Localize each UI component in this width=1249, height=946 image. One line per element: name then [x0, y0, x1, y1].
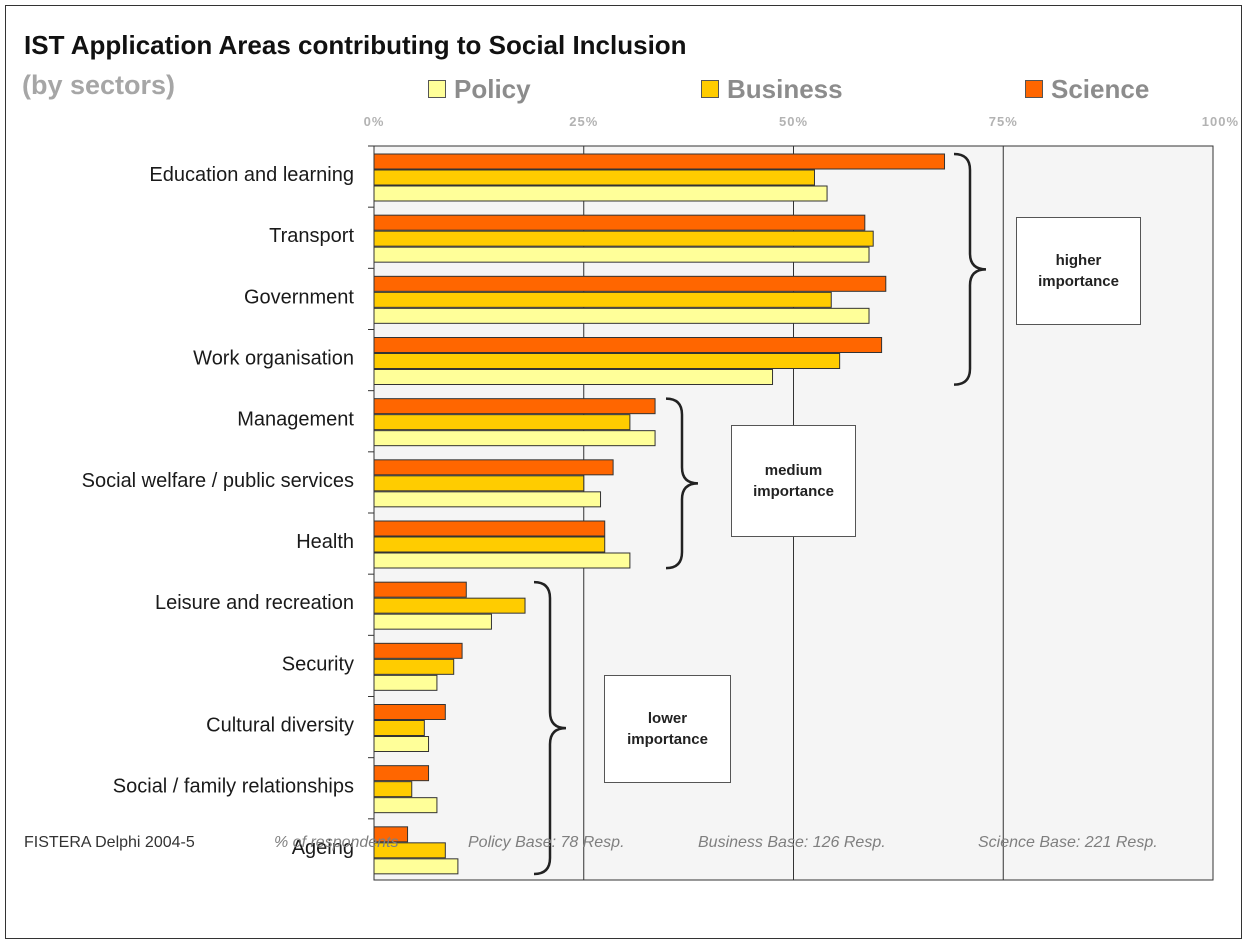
- footer-policy-base: Policy Base: 78 Resp.: [468, 834, 625, 851]
- x-tick-label-50: 50%: [779, 114, 808, 129]
- bar-science-transport: [373, 214, 866, 231]
- category-label-management: Management: [237, 409, 354, 431]
- bar-business-cultural-diversity: [373, 720, 425, 736]
- chart-title: IST Application Areas contributing to So…: [24, 30, 687, 60]
- category-label-education-and-learning: Education and learning: [149, 164, 354, 186]
- bar-science-health: [373, 520, 606, 537]
- bar-policy-education-and-learning: [373, 185, 828, 202]
- bar-business-health: [373, 536, 606, 553]
- legend-swatch-policy: [428, 80, 446, 98]
- footer-source: FISTERA Delphi 2004-5: [24, 834, 195, 851]
- legend-label-business: Business: [727, 73, 843, 104]
- chart-subtitle: (by sectors): [22, 70, 176, 100]
- bar-policy-ageing: [373, 858, 459, 875]
- bar-policy-management: [373, 430, 656, 447]
- footer-science-base: Science Base: 221 Resp.: [978, 834, 1158, 851]
- annotation-medium-importance: medium importance: [731, 425, 856, 537]
- legend-swatch-business: [701, 80, 719, 98]
- legend-item-science: Science: [1025, 73, 1149, 105]
- legend-swatch-science: [1025, 80, 1043, 98]
- bar-policy-government: [373, 307, 870, 324]
- bar-science-ageing: [373, 826, 409, 843]
- bar-business-work-organisation: [373, 353, 841, 369]
- bar-science-cultural-diversity: [373, 704, 446, 720]
- brace-lower-importance: [533, 580, 567, 876]
- bar-business-ageing: [373, 842, 446, 859]
- bar-business-transport: [373, 230, 874, 247]
- category-label-cultural-diversity: Cultural diversity: [206, 715, 354, 737]
- annotation-higher-line2: importance: [1038, 273, 1119, 290]
- annotation-higher-line1: higher: [1055, 252, 1102, 269]
- bar-science-social-welfare-public-services: [373, 459, 614, 476]
- annotation-medium-line2: importance: [753, 483, 834, 500]
- x-tick-label-100: 100%: [1202, 114, 1239, 129]
- bar-business-government: [373, 291, 832, 308]
- annotation-medium-line1: medium: [764, 462, 823, 479]
- bar-policy-work-organisation: [373, 369, 774, 385]
- bar-policy-social-family-relationships: [373, 797, 438, 814]
- bar-policy-cultural-diversity: [373, 736, 430, 752]
- annotation-lower-line1: lower: [647, 710, 688, 727]
- bar-science-government: [373, 275, 887, 292]
- footer-business-base: Business Base: 126 Resp.: [698, 834, 886, 851]
- category-label-social-family-relationships: Social / family relationships: [113, 776, 354, 798]
- bar-science-work-organisation: [373, 337, 883, 353]
- category-label-social-welfare-public-services: Social welfare / public services: [82, 470, 354, 492]
- legend-label-policy: Policy: [454, 73, 531, 104]
- brace-higher-importance: [953, 152, 987, 386]
- brace-medium-importance: [665, 397, 699, 570]
- legend-item-business: Business: [701, 73, 843, 105]
- bar-science-social-family-relationships: [373, 765, 430, 782]
- category-label-government: Government: [244, 286, 354, 308]
- bar-business-social-welfare-public-services: [373, 475, 585, 492]
- x-tick-label-75: 75%: [989, 114, 1018, 129]
- category-label-health: Health: [296, 531, 354, 553]
- bar-policy-leisure-and-recreation: [373, 613, 492, 630]
- footer-measure: % of respondents: [274, 834, 399, 851]
- legend-label-science: Science: [1051, 73, 1150, 104]
- category-label-leisure-and-recreation: Leisure and recreation: [155, 592, 354, 614]
- x-tick-label-25: 25%: [569, 114, 598, 129]
- bar-policy-health: [373, 552, 631, 569]
- annotation-lower-importance: lower importance: [604, 675, 731, 783]
- category-label-transport: Transport: [269, 225, 354, 247]
- category-label-ageing: Ageing: [292, 837, 354, 859]
- bar-science-leisure-and-recreation: [373, 581, 467, 598]
- legend-item-policy: Policy: [428, 73, 531, 105]
- bar-policy-social-welfare-public-services: [373, 491, 602, 508]
- bar-science-security: [373, 642, 463, 659]
- bar-science-education-and-learning: [373, 153, 946, 170]
- bar-business-social-family-relationships: [373, 781, 413, 798]
- bar-business-management: [373, 414, 631, 431]
- bar-policy-security: [373, 674, 438, 691]
- bar-business-leisure-and-recreation: [373, 597, 526, 614]
- bar-business-education-and-learning: [373, 169, 815, 186]
- bar-policy-transport: [373, 246, 870, 263]
- bar-business-security: [373, 658, 455, 675]
- annotation-lower-line2: importance: [627, 731, 708, 748]
- annotation-higher-importance: higher importance: [1016, 217, 1141, 325]
- x-tick-label-0: 0%: [364, 114, 385, 129]
- category-label-work-organisation: Work organisation: [193, 348, 354, 370]
- category-label-security: Security: [282, 653, 354, 675]
- bar-science-management: [373, 398, 656, 415]
